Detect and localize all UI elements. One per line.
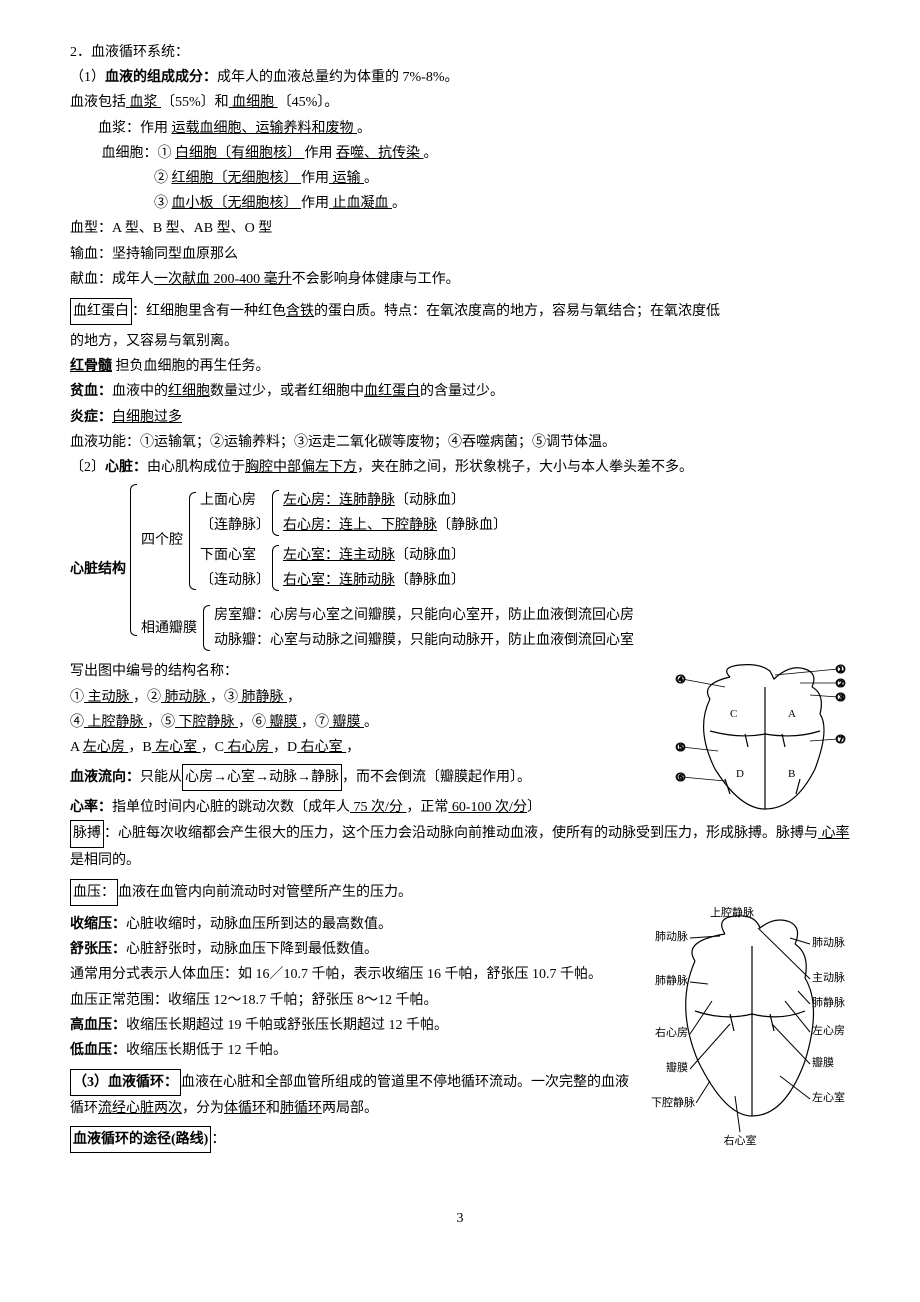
svg-text:④: ④ bbox=[676, 674, 686, 686]
svg-text:左心室: 左心室 bbox=[812, 1090, 845, 1104]
line-heart: 〔2〕心脏：由心肌构成位于胸腔中部偏左下方，夹在肺之间，形状象桃子，大小与本人拳… bbox=[70, 455, 850, 480]
line-donation: 献血：成年人一次献血 200-400 毫升不会影响身体健康与工作。 bbox=[70, 267, 850, 292]
heart-diagram-2: 上腔静脉 肺动脉 肺静脉 右心房 瓣膜 下腔静脉 肺动脉 主动脉 肺静脉 左心房… bbox=[640, 906, 850, 1176]
line-inflammation: 炎症：白细胞过多 bbox=[70, 405, 850, 430]
line-transfusion: 输血：坚持输同型血原那么 bbox=[70, 242, 850, 267]
chamber-c: C bbox=[730, 708, 737, 720]
line-cells-2: ② 红细胞〔无细胞核〕 作用 运输 。 bbox=[154, 166, 850, 191]
svg-text:瓣膜: 瓣膜 bbox=[812, 1055, 834, 1069]
svg-text:下腔静脉: 下腔静脉 bbox=[651, 1095, 695, 1109]
svg-text:左心房: 左心房 bbox=[812, 1024, 845, 1037]
svg-text:①: ① bbox=[836, 664, 846, 676]
svg-text:肺静脉: 肺静脉 bbox=[812, 995, 845, 1009]
line-anemia: 贫血：血液中的红细胞数量过少，或者红细胞中血红蛋白的含量过少。 bbox=[70, 379, 850, 404]
chamber-b: B bbox=[788, 768, 795, 780]
line-blood-composition: （1）血液的组成成分：成年人的血液总量约为体重的 7%-8%。 bbox=[70, 65, 850, 90]
chamber-a: A bbox=[788, 708, 796, 720]
line-cells-3: ③ 血小板〔无细胞核〕 作用 止血凝血 。 bbox=[154, 191, 850, 216]
heart-structure-block: 心脏结构 四个腔 上面心房〔连静脉〕 左心房：连肺静脉〔动脉血〕 右心房：连上、… bbox=[70, 484, 850, 655]
svg-text:主动脉: 主动脉 bbox=[812, 970, 845, 984]
line-marrow: 红骨髓 担负血细胞的再生任务。 bbox=[70, 354, 850, 379]
svg-text:⑥: ⑥ bbox=[676, 772, 686, 784]
svg-text:⑤: ⑤ bbox=[676, 742, 686, 754]
svg-text:肺静脉: 肺静脉 bbox=[655, 973, 688, 987]
svg-text:肺动脉: 肺动脉 bbox=[812, 935, 845, 949]
line-hemoglobin: 血红蛋白：红细胞里含有一种红色含铁的蛋白质。特点：在氧浓度高的地方，容易与氧结合… bbox=[70, 298, 850, 325]
heart-diagram-1: ④ ⑤ ⑥ ① ② ③ ⑦ C A D B bbox=[670, 659, 850, 819]
svg-text:右心室: 右心室 bbox=[724, 1133, 757, 1147]
line-blood-function: 血液功能：①运输氧；②运输养料；③运走二氧化碳等废物；④吞噬病菌；⑤调节体温。 bbox=[70, 430, 850, 455]
svg-text:瓣膜: 瓣膜 bbox=[666, 1060, 688, 1074]
line-2-title: 2．血液循环系统： bbox=[70, 40, 850, 65]
svg-text:⑦: ⑦ bbox=[836, 734, 846, 746]
line-cells-1: 血细胞：① 白细胞〔有细胞核〕 作用 吞噬、抗传染 。 bbox=[98, 141, 850, 166]
chamber-d: D bbox=[736, 768, 744, 780]
svg-text:②: ② bbox=[836, 678, 846, 690]
line-blood-includes: 血液包括 血浆 〔55%〕和 血细胞 〔45%〕。 bbox=[70, 90, 850, 115]
page-number: 3 bbox=[70, 1206, 850, 1231]
svg-text:上腔静脉: 上腔静脉 bbox=[710, 906, 754, 919]
line-bp: 血压：血液在血管内向前流动时对管壁所产生的压力。 bbox=[70, 879, 850, 906]
line-pulse: 脉搏：心脏每次收缩都会产生很大的压力，这个压力会沿动脉向前推动血液，使所有的动脉… bbox=[70, 820, 850, 872]
line-plasma: 血浆：作用 运载血细胞、运输养料和废物 。 bbox=[98, 116, 850, 141]
svg-text:肺动脉: 肺动脉 bbox=[655, 929, 688, 943]
line-blood-type: 血型：A 型、B 型、AB 型、O 型 bbox=[70, 216, 850, 241]
svg-text:右心房: 右心房 bbox=[655, 1025, 688, 1039]
svg-text:③: ③ bbox=[836, 692, 846, 704]
line-hemoglobin-2: 的地方，又容易与氧别离。 bbox=[70, 329, 850, 354]
